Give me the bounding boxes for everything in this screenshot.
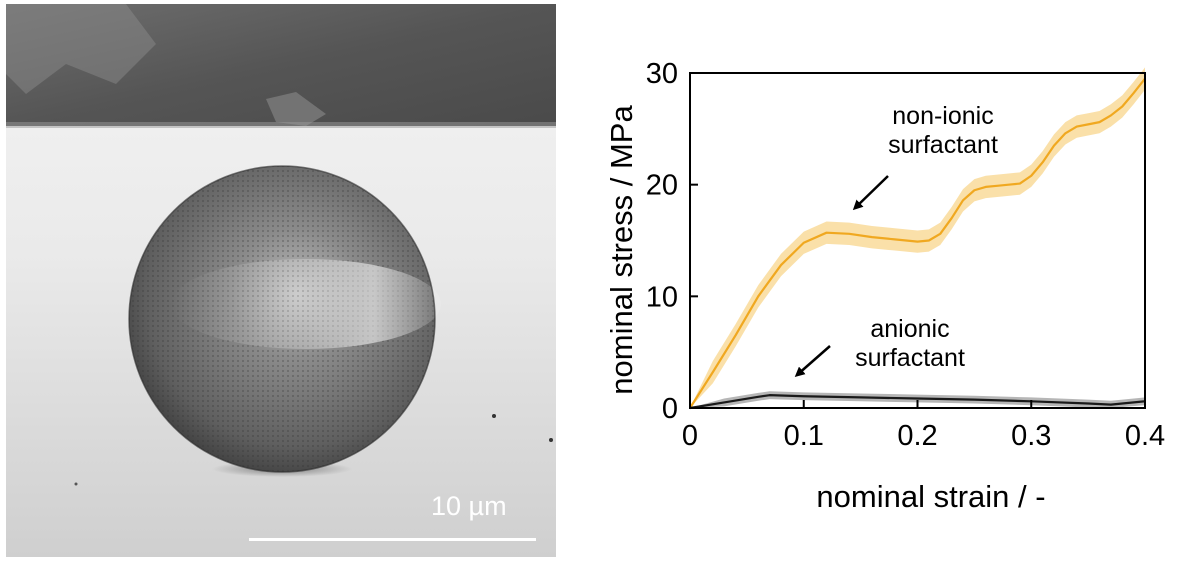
y-axis-label: nominal stress / MPa [604, 105, 639, 395]
y-tick-label: 0 [662, 393, 678, 425]
annotation-label: anionic surfactant [855, 315, 965, 372]
y-tick-label: 20 [646, 170, 678, 202]
sem-image [6, 4, 556, 557]
x-tick-label: 0.4 [1125, 420, 1165, 452]
stress-strain-chart: 0 0.1 0.2 0.3 0.4 0 10 20 30 nominal strain / -… [560, 0, 1177, 563]
scale-bar [249, 538, 536, 541]
x-axis-label: nominal strain / - [816, 479, 1045, 514]
annotation-arrow [794, 345, 831, 377]
series-band-0 [690, 67, 1145, 409]
scale-bar-label: 10 µm [431, 491, 507, 521]
annotation-label: non-ionic surfactant [888, 102, 998, 159]
chart-svg: 0 0.1 0.2 0.3 0.4 0 10 20 30 nominal strain / -… [604, 58, 1165, 514]
x-tick-label: 0.2 [897, 420, 937, 452]
sem-micrograph: 10 µm [6, 4, 556, 557]
annotation-arrow [852, 175, 889, 211]
x-tick-label: 0 [682, 420, 698, 452]
x-tick-label: 0.1 [784, 420, 824, 452]
series-line-1 [689, 394, 1146, 410]
y-tick-label: 30 [646, 58, 678, 90]
x-tick-label: 0.3 [1011, 420, 1051, 452]
y-tick-label: 10 [646, 281, 678, 313]
series-line-0 [689, 77, 1146, 409]
